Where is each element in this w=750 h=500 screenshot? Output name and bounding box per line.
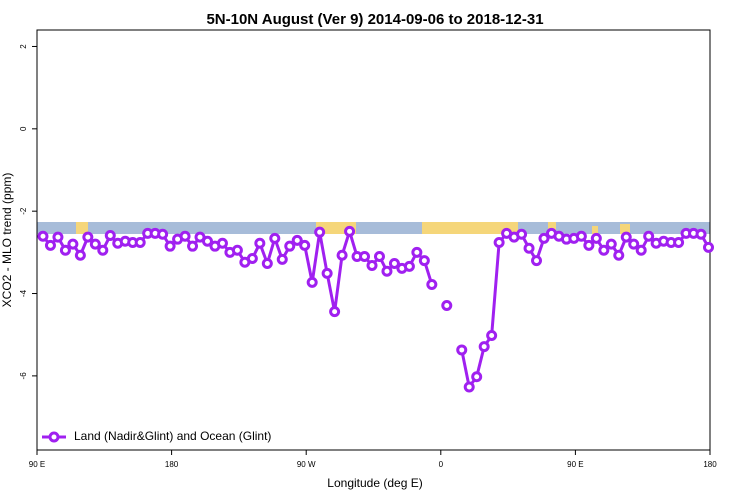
data-point (231, 244, 243, 256)
data-point (486, 330, 498, 342)
data-point (59, 244, 71, 256)
data-point (516, 228, 528, 240)
data-point (314, 226, 326, 238)
data-point (336, 249, 348, 261)
data-point (538, 232, 550, 244)
data-point (388, 257, 400, 269)
data-point (329, 306, 341, 318)
data-point (359, 250, 371, 262)
legend-marker (48, 431, 60, 443)
data-point (299, 239, 311, 251)
data-point (590, 232, 602, 244)
land-patch (422, 222, 518, 234)
data-point (575, 230, 587, 242)
data-point (321, 267, 333, 279)
data-point (598, 244, 610, 256)
data-point (643, 230, 655, 242)
data-point (246, 253, 258, 265)
plot-frame (36, 29, 711, 451)
ocean-strip (37, 222, 710, 234)
y-tick-label: -2 (19, 207, 28, 215)
y-tick-label: -6 (19, 372, 28, 380)
data-point (703, 241, 715, 253)
data-point (478, 341, 490, 353)
data-point (261, 257, 273, 269)
data-point (74, 249, 86, 261)
data-point (673, 236, 685, 248)
data-point (426, 278, 438, 290)
data-point (179, 230, 191, 242)
land-patch (76, 222, 88, 234)
land-patch (620, 224, 630, 234)
data-point (695, 228, 707, 240)
data-point (366, 260, 378, 272)
data-point (456, 344, 468, 356)
data-point (134, 236, 146, 248)
data-point (269, 232, 281, 244)
data-point (620, 231, 632, 243)
data-point (164, 240, 176, 252)
data-point (373, 250, 385, 262)
data-point (104, 229, 116, 241)
x-tick-label: 90 E (29, 460, 45, 469)
data-point (291, 234, 303, 246)
land-patch (592, 226, 598, 234)
x-tick-label: 0 (439, 460, 444, 469)
data-point (344, 225, 356, 237)
legend-label: Land (Nadir&Glint) and Ocean (Glint) (74, 429, 271, 443)
map-strip (37, 222, 710, 234)
data-point (306, 276, 318, 288)
data-point (628, 238, 640, 250)
y-axis-label: XCO2 - MLO trend (ppm) (0, 173, 14, 308)
y-tick-label: 0 (19, 126, 28, 131)
data-point (493, 236, 505, 248)
x-tick-label: 90 E (567, 460, 583, 469)
data-point (635, 244, 647, 256)
x-tick-label: 180 (703, 460, 717, 469)
legend: Land (Nadir&Glint) and Ocean (Glint) (42, 429, 271, 443)
data-point (583, 239, 595, 251)
data-point (52, 231, 64, 243)
data-point (82, 231, 94, 243)
data-point (381, 265, 393, 277)
data-point (418, 255, 430, 267)
data-point (187, 240, 199, 252)
y-tick-label: 2 (19, 44, 28, 49)
data-point (157, 228, 169, 240)
data-point (216, 237, 228, 249)
data-point (254, 237, 266, 249)
data-point (523, 242, 535, 254)
data-point (44, 239, 56, 251)
data-point (441, 299, 453, 311)
data-point (471, 371, 483, 383)
x-tick-label: 180 (165, 460, 179, 469)
data-point (284, 240, 296, 252)
data-point (605, 238, 617, 250)
data-point (403, 260, 415, 272)
data-point (97, 244, 109, 256)
data-point (613, 249, 625, 261)
x-axis-label: Longitude (deg E) (327, 476, 422, 490)
data-point (37, 230, 49, 242)
data-point (411, 246, 423, 258)
y-tick-label: -4 (19, 289, 28, 297)
data-point (463, 381, 475, 393)
data-point (276, 253, 288, 265)
data-point (201, 235, 213, 247)
data-point (67, 238, 79, 250)
data-point (531, 255, 543, 267)
chart-title: 5N-10N August (Ver 9) 2014-09-06 to 2018… (206, 11, 543, 28)
x-tick-label: 90 W (297, 460, 316, 469)
data-point (89, 238, 101, 250)
